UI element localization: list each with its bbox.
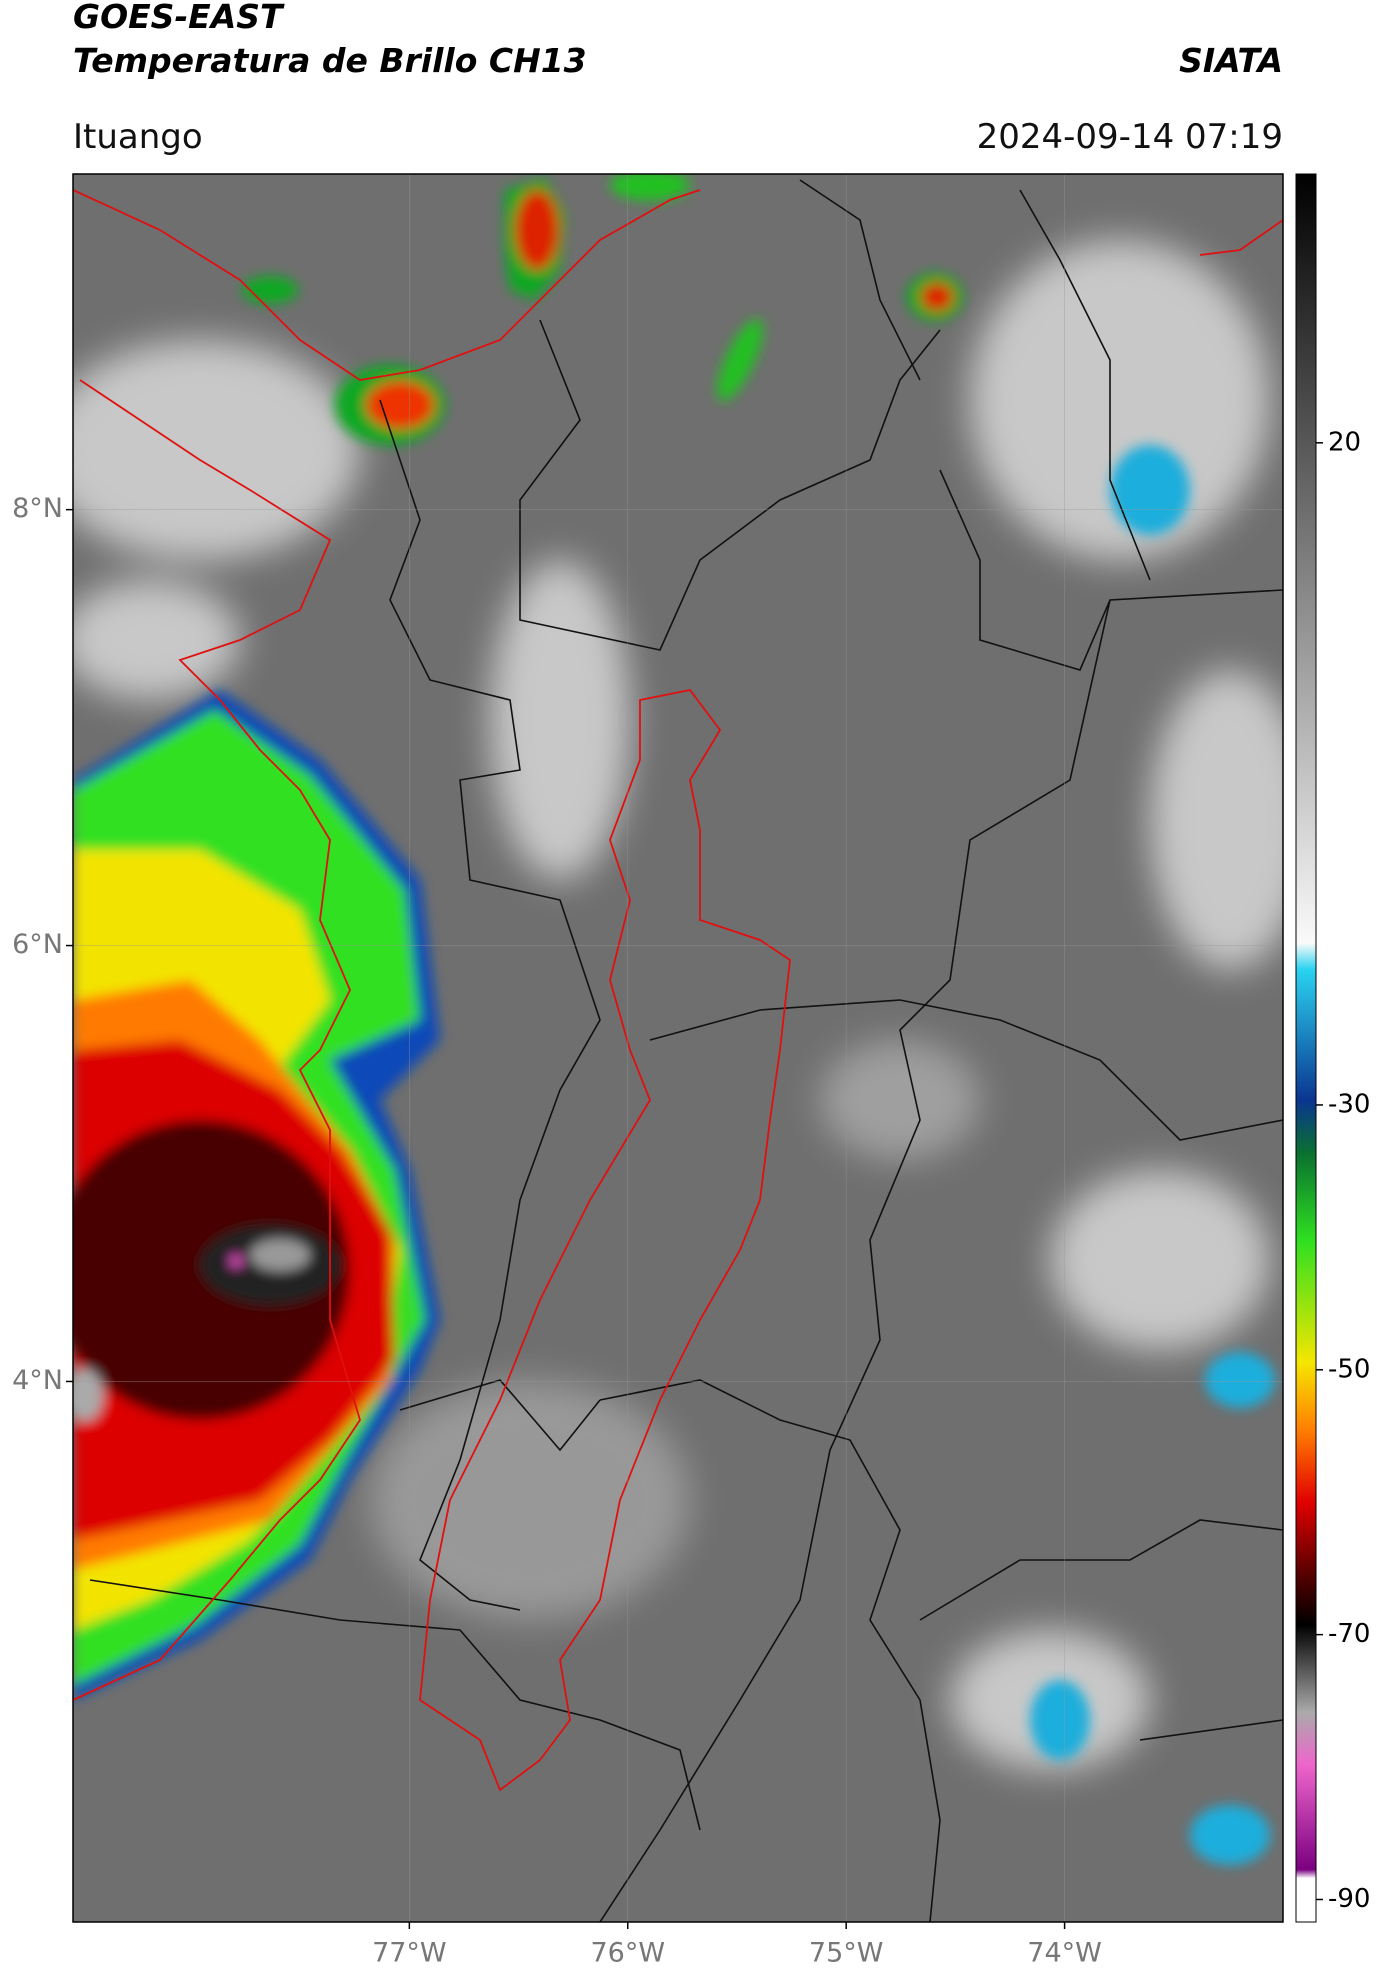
colorbar-tick-label: -70 [1328,1619,1370,1649]
colorbar-tick-label: -90 [1328,1884,1370,1914]
map-frame [72,173,1284,1923]
lat-tick-label: 4°N [12,1365,63,1396]
lat-tick-label: 8°N [12,493,63,524]
source: SIATA [1179,41,1283,80]
lat-tick-label: 6°N [12,929,63,960]
colorbar-tick-label: 20 [1328,427,1361,457]
colorbar-tick-label: -50 [1328,1354,1370,1384]
location: Ituango [73,117,203,157]
title-line: Temperatura de Brillo CH13 [73,41,587,80]
grid [73,174,1283,1922]
timestamp: 2024-09-14 07:19 [977,117,1283,157]
lon-tick-label: 76°W [590,1938,665,1969]
title-line: GOES-EAST [73,0,285,36]
lon-tick-label: 74°W [1027,1938,1102,1969]
lon-tick-label: 75°W [809,1938,884,1969]
colorbar [1295,173,1317,1923]
satellite-image [73,174,1283,1922]
colorbar-tick-label: -30 [1328,1089,1370,1119]
lon-tick-label: 77°W [372,1938,447,1969]
